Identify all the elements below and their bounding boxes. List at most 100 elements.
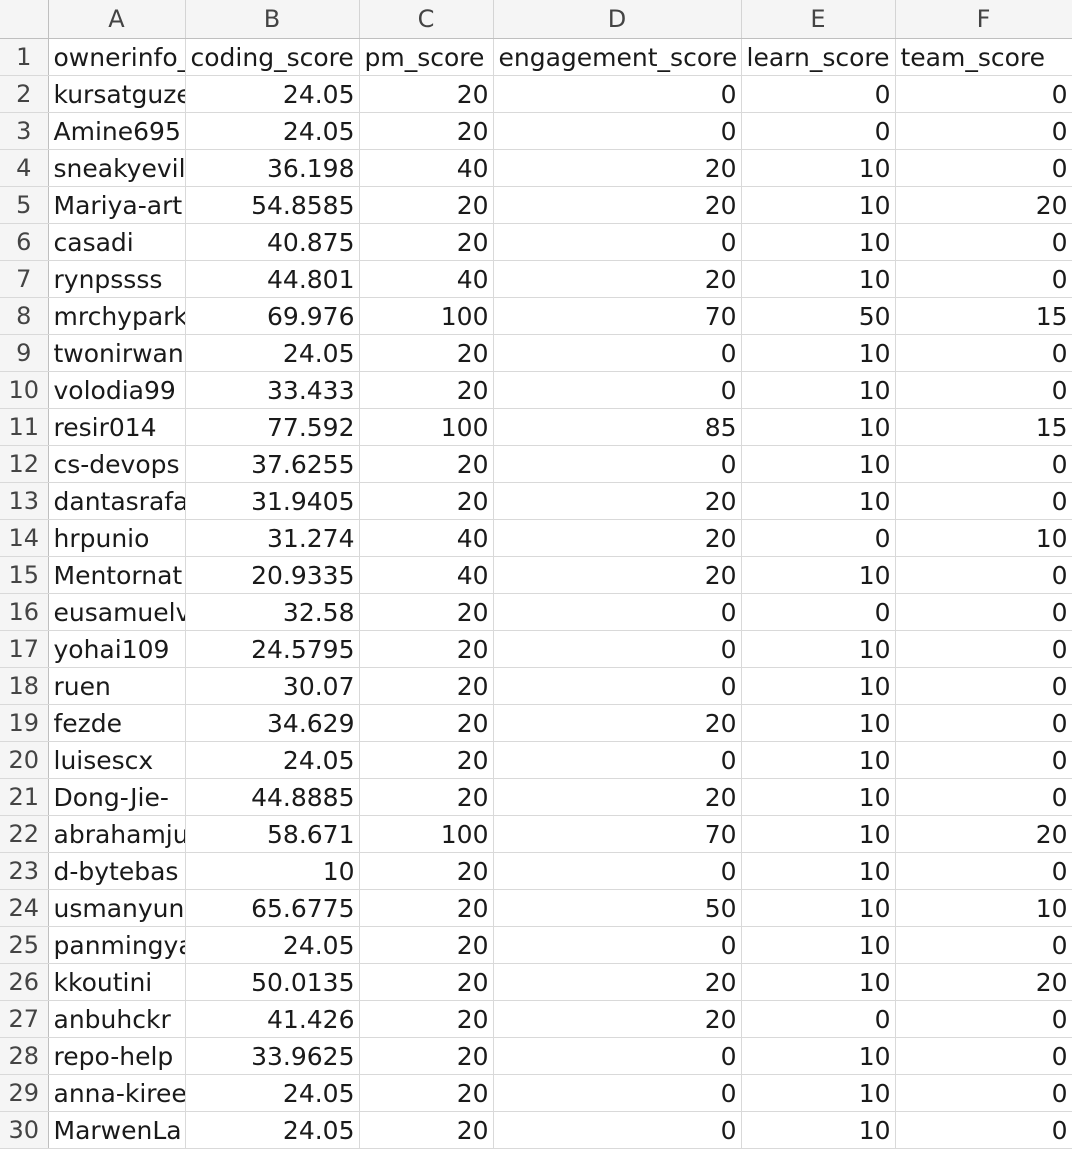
cell-d22[interactable]: 70 (493, 815, 742, 853)
cell-e18[interactable]: 10 (741, 667, 896, 705)
row-header[interactable]: 30 (0, 1111, 49, 1149)
cell-b19[interactable]: 34.629 (185, 704, 360, 742)
cell-b10[interactable]: 33.433 (185, 371, 360, 409)
row-header[interactable]: 6 (0, 223, 49, 261)
cell-e22[interactable]: 10 (741, 815, 896, 853)
row-header[interactable]: 12 (0, 445, 49, 483)
cell-c1[interactable]: pm_score (359, 38, 494, 76)
row-header[interactable]: 20 (0, 741, 49, 779)
cell-b17[interactable]: 24.5795 (185, 630, 360, 668)
cell-c14[interactable]: 40 (359, 519, 494, 557)
cell-a13[interactable]: dantasrafa (48, 482, 186, 520)
cell-f4[interactable]: 0 (895, 149, 1072, 187)
cell-b26[interactable]: 50.0135 (185, 963, 360, 1001)
cell-c27[interactable]: 20 (359, 1000, 494, 1038)
cell-a28[interactable]: repo-help (48, 1037, 186, 1075)
cell-d6[interactable]: 0 (493, 223, 742, 261)
cell-a19[interactable]: fezde (48, 704, 186, 742)
row-header[interactable]: 9 (0, 334, 49, 372)
cell-d27[interactable]: 20 (493, 1000, 742, 1038)
cell-f6[interactable]: 0 (895, 223, 1072, 261)
cell-a23[interactable]: d-bytebas (48, 852, 186, 890)
cell-f26[interactable]: 20 (895, 963, 1072, 1001)
cell-c29[interactable]: 20 (359, 1074, 494, 1112)
cell-c20[interactable]: 20 (359, 741, 494, 779)
cell-f25[interactable]: 0 (895, 926, 1072, 964)
row-header[interactable]: 11 (0, 408, 49, 446)
cell-c26[interactable]: 20 (359, 963, 494, 1001)
cell-b8[interactable]: 69.976 (185, 297, 360, 335)
column-header-d[interactable]: D (493, 0, 742, 39)
cell-f23[interactable]: 0 (895, 852, 1072, 890)
row-header[interactable]: 10 (0, 371, 49, 409)
row-header[interactable]: 5 (0, 186, 49, 224)
cell-b27[interactable]: 41.426 (185, 1000, 360, 1038)
row-header[interactable]: 8 (0, 297, 49, 335)
cell-e11[interactable]: 10 (741, 408, 896, 446)
cell-a25[interactable]: panmingya (48, 926, 186, 964)
cell-f19[interactable]: 0 (895, 704, 1072, 742)
row-header[interactable]: 21 (0, 778, 49, 816)
cell-c3[interactable]: 20 (359, 112, 494, 150)
cell-e12[interactable]: 10 (741, 445, 896, 483)
cell-d17[interactable]: 0 (493, 630, 742, 668)
cell-a16[interactable]: eusamuelv (48, 593, 186, 631)
cell-d8[interactable]: 70 (493, 297, 742, 335)
row-header[interactable]: 19 (0, 704, 49, 742)
row-header[interactable]: 1 (0, 38, 49, 76)
cell-b3[interactable]: 24.05 (185, 112, 360, 150)
cell-f16[interactable]: 0 (895, 593, 1072, 631)
cell-a20[interactable]: luisescx (48, 741, 186, 779)
cell-e1[interactable]: learn_score (741, 38, 896, 76)
cell-b14[interactable]: 31.274 (185, 519, 360, 557)
cell-e16[interactable]: 0 (741, 593, 896, 631)
cell-d3[interactable]: 0 (493, 112, 742, 150)
cell-f29[interactable]: 0 (895, 1074, 1072, 1112)
cell-a18[interactable]: ruen (48, 667, 186, 705)
cell-a17[interactable]: yohai109 (48, 630, 186, 668)
cell-d1[interactable]: engagement_score (493, 38, 742, 76)
cell-d26[interactable]: 20 (493, 963, 742, 1001)
cell-c9[interactable]: 20 (359, 334, 494, 372)
cell-c22[interactable]: 100 (359, 815, 494, 853)
cell-a8[interactable]: mrchypark (48, 297, 186, 335)
cell-b20[interactable]: 24.05 (185, 741, 360, 779)
cell-d30[interactable]: 0 (493, 1111, 742, 1149)
row-header[interactable]: 7 (0, 260, 49, 298)
cell-e10[interactable]: 10 (741, 371, 896, 409)
cell-b22[interactable]: 58.671 (185, 815, 360, 853)
cell-d16[interactable]: 0 (493, 593, 742, 631)
cell-b5[interactable]: 54.8585 (185, 186, 360, 224)
cell-c5[interactable]: 20 (359, 186, 494, 224)
cell-e9[interactable]: 10 (741, 334, 896, 372)
row-header[interactable]: 24 (0, 889, 49, 927)
cell-f7[interactable]: 0 (895, 260, 1072, 298)
row-header[interactable]: 15 (0, 556, 49, 594)
cell-a2[interactable]: kursatguze (48, 75, 186, 113)
cell-c10[interactable]: 20 (359, 371, 494, 409)
column-header-c[interactable]: C (359, 0, 494, 39)
cell-d23[interactable]: 0 (493, 852, 742, 890)
cell-e17[interactable]: 10 (741, 630, 896, 668)
cell-c19[interactable]: 20 (359, 704, 494, 742)
cell-c18[interactable]: 20 (359, 667, 494, 705)
cell-e14[interactable]: 0 (741, 519, 896, 557)
cell-d5[interactable]: 20 (493, 186, 742, 224)
cell-c6[interactable]: 20 (359, 223, 494, 261)
cell-a26[interactable]: kkoutini (48, 963, 186, 1001)
cell-f15[interactable]: 0 (895, 556, 1072, 594)
cell-a9[interactable]: twonirwana (48, 334, 186, 372)
cell-e29[interactable]: 10 (741, 1074, 896, 1112)
cell-f17[interactable]: 0 (895, 630, 1072, 668)
cell-e21[interactable]: 10 (741, 778, 896, 816)
cell-f10[interactable]: 0 (895, 371, 1072, 409)
cell-c21[interactable]: 20 (359, 778, 494, 816)
cell-b2[interactable]: 24.05 (185, 75, 360, 113)
cell-d7[interactable]: 20 (493, 260, 742, 298)
cell-f12[interactable]: 0 (895, 445, 1072, 483)
cell-e25[interactable]: 10 (741, 926, 896, 964)
cell-c28[interactable]: 20 (359, 1037, 494, 1075)
cell-f21[interactable]: 0 (895, 778, 1072, 816)
cell-a5[interactable]: Mariya-art (48, 186, 186, 224)
column-header-f[interactable]: F (895, 0, 1072, 39)
